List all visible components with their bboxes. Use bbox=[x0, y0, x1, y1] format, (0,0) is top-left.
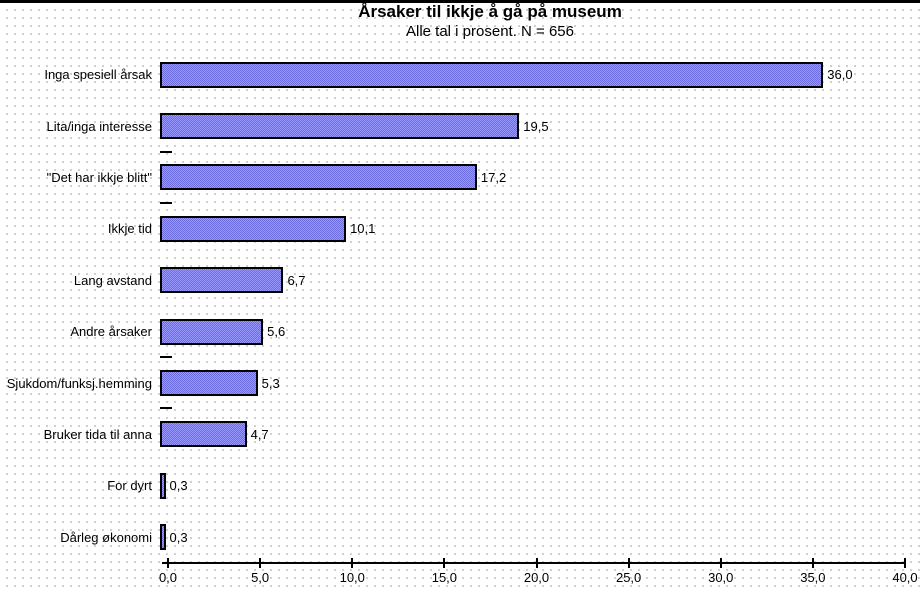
x-axis-tick-label: 0,0 bbox=[158, 570, 178, 585]
bar-row: Sjukdom/funksj.hemming 5,3 bbox=[0, 357, 920, 408]
bar bbox=[160, 472, 166, 499]
category-axis-tick bbox=[160, 151, 172, 153]
x-axis-tick bbox=[811, 558, 814, 568]
bar-row: Andre årsaker 5,6 bbox=[0, 306, 920, 357]
bar-row: Lita/inga interesse 19,5 bbox=[0, 100, 920, 151]
value-label: 0,3 bbox=[169, 478, 188, 494]
x-axis-tick bbox=[904, 558, 906, 568]
x-axis-tick-label: 25,0 bbox=[615, 570, 642, 585]
x-axis-line bbox=[162, 562, 906, 564]
category-label: For dyrt bbox=[107, 478, 152, 494]
value-label: 36,0 bbox=[827, 67, 853, 83]
value-label: 5,6 bbox=[267, 324, 286, 340]
chart-subtitle: Alle tal i prosent. N = 656 bbox=[405, 23, 574, 40]
bar bbox=[160, 421, 247, 448]
bar bbox=[160, 61, 824, 88]
value-label: 6,7 bbox=[287, 272, 306, 288]
value-label: 0,3 bbox=[169, 529, 188, 545]
bar-row: Ikkje tid 10,1 bbox=[0, 203, 920, 254]
category-label: Dårleg økonomi bbox=[60, 529, 152, 545]
x-axis-tick-label: 15,0 bbox=[431, 570, 458, 585]
category-axis-tick bbox=[160, 202, 172, 204]
value-label: 5,3 bbox=[261, 375, 280, 391]
bar bbox=[160, 215, 347, 242]
chart-top-border bbox=[0, 0, 920, 3]
plot-area: Inga spesiell årsak 36,0 Lita/inga interes… bbox=[0, 49, 920, 563]
bar bbox=[160, 318, 264, 345]
bar-row: For dyrt 0,3 bbox=[0, 460, 920, 511]
bar-row: Bruker tida til anna 4,7 bbox=[0, 409, 920, 460]
value-label: 19,5 bbox=[523, 118, 549, 134]
x-axis-tick-label: 35,0 bbox=[800, 570, 826, 585]
category-label: Lang avstand bbox=[73, 272, 152, 288]
x-axis-tick-label: 20,0 bbox=[523, 570, 550, 585]
category-label: Lita/inga interesse bbox=[46, 118, 152, 134]
bar-row: "Det har ikkje blitt" 17,2 bbox=[0, 152, 920, 203]
bar-row: Lang avstand 6,7 bbox=[0, 255, 920, 306]
bar bbox=[160, 370, 258, 397]
x-axis-tick bbox=[719, 558, 722, 568]
x-axis-tick-label: 40,0 bbox=[892, 570, 918, 585]
x-axis-tick-label: 10,0 bbox=[339, 570, 365, 585]
x-axis-tick bbox=[535, 558, 538, 568]
category-axis-tick bbox=[160, 356, 172, 358]
x-axis-tick bbox=[627, 558, 630, 568]
category-label: "Det har ikkje blitt" bbox=[46, 169, 152, 185]
bar bbox=[160, 524, 166, 551]
category-axis-tick bbox=[160, 407, 172, 409]
category-label: Sjukdom/funksj.hemming bbox=[6, 375, 152, 391]
x-axis-tick-label: 30,0 bbox=[708, 570, 734, 585]
x-axis-tick bbox=[167, 558, 169, 568]
category-label: Ikkje tid bbox=[107, 221, 152, 237]
x-axis-tick bbox=[443, 558, 446, 568]
category-label: Andre årsaker bbox=[70, 324, 152, 340]
bar-row: Inga spesiell årsak 36,0 bbox=[0, 49, 920, 100]
bar bbox=[160, 113, 520, 140]
value-label: 10,1 bbox=[350, 221, 376, 237]
bar-row: Dårleg økonomi 0,3 bbox=[0, 512, 920, 563]
x-axis-tick-label: 5,0 bbox=[251, 570, 270, 585]
chart-header: Årsaker til ikkje å gå på museum Alle ta… bbox=[0, 2, 920, 41]
bar bbox=[160, 164, 477, 191]
value-label: 17,2 bbox=[480, 169, 507, 185]
x-axis-tick bbox=[351, 558, 354, 568]
category-label: Inga spesiell årsak bbox=[44, 67, 152, 83]
value-label: 4,7 bbox=[250, 426, 269, 442]
chart-title: Årsaker til ikkje å gå på museum bbox=[358, 2, 622, 21]
category-label: Bruker tida til anna bbox=[43, 426, 152, 442]
x-axis-tick bbox=[259, 558, 262, 568]
bar bbox=[160, 267, 284, 294]
